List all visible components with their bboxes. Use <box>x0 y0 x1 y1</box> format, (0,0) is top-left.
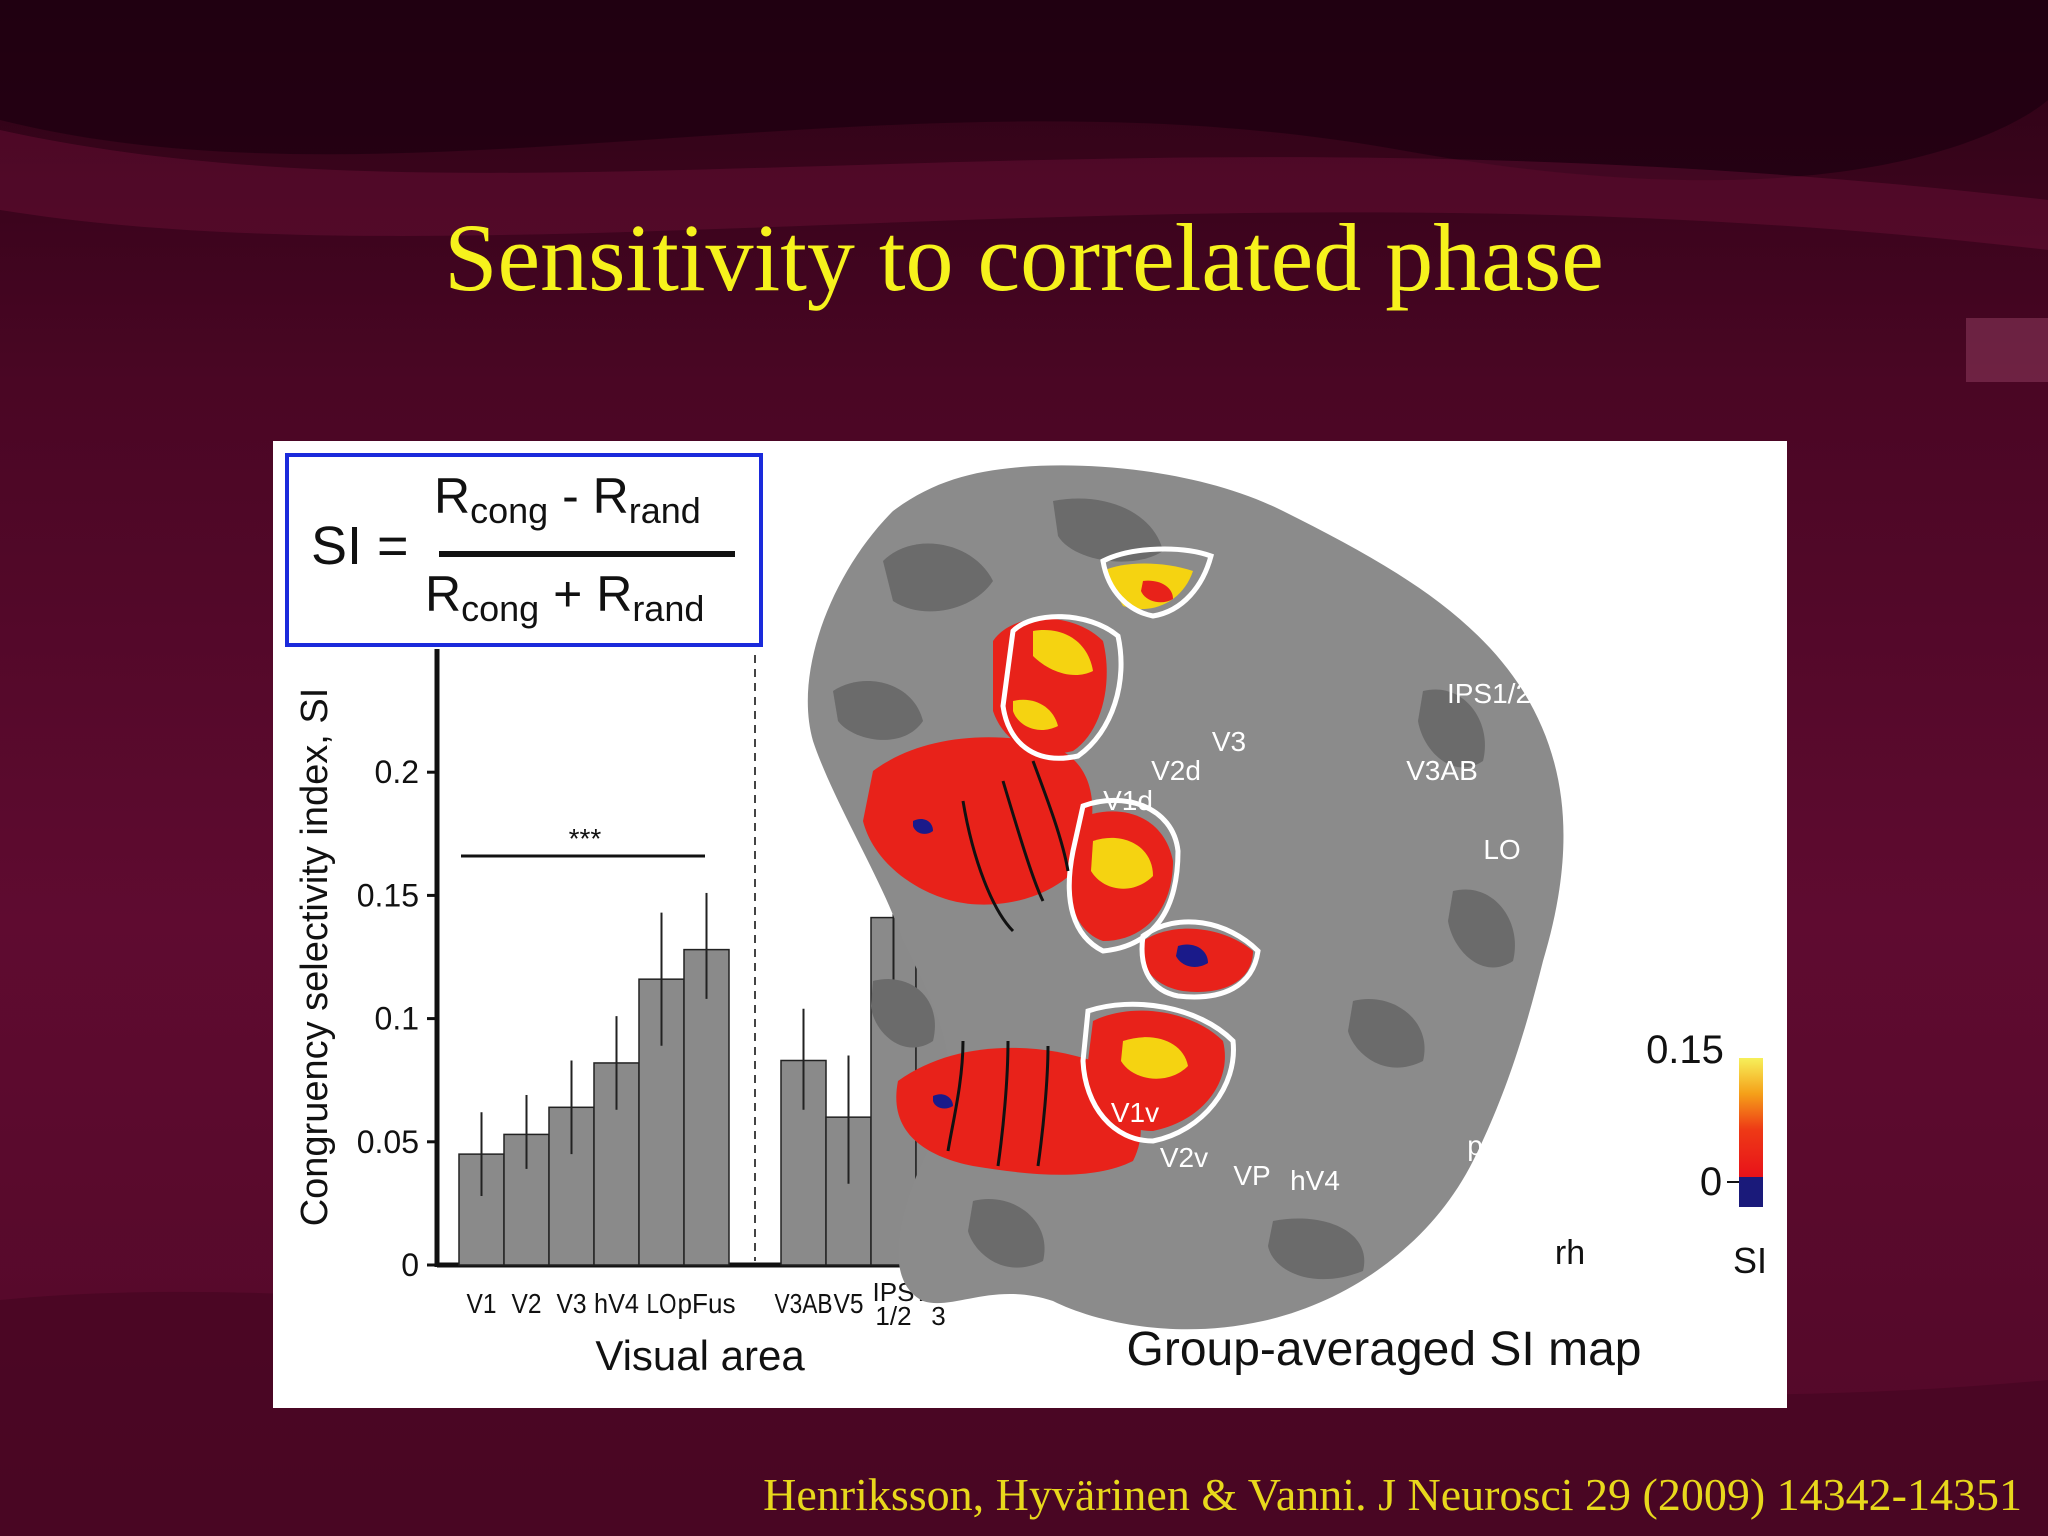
citation: Henriksson, Hyvärinen & Vanni. J Neurosc… <box>763 1469 2022 1520</box>
x-tick-label: V2 <box>512 1288 542 1319</box>
colorbar-min-label: 0 <box>1700 1160 1722 1204</box>
brain-flatmap: IPS3 IPS1/2 V3 V2d V1d V3AB LO V5+ V1v V… <box>807 465 1642 1376</box>
region-outlines <box>1000 546 1261 1144</box>
colorbar-max-label: 0.15 <box>1646 1028 1724 1072</box>
region-label-v2v: V2v <box>1160 1142 1208 1173</box>
x-tick-label: V5 <box>834 1288 864 1319</box>
si-formula-box: SI = Rcong - Rrand Rcong + Rrand <box>285 453 763 647</box>
slide-title: Sensitivity to correlated phase <box>444 204 1604 311</box>
region-label-ips3: IPS3 <box>1503 630 1564 661</box>
formula-den-op: + <box>553 566 583 622</box>
colorbar-gradient <box>1739 1058 1763 1177</box>
formula-num-r1: R <box>434 468 471 524</box>
formula-den-r1: R <box>425 566 462 622</box>
region-label-v1d: V1d <box>1103 785 1153 816</box>
formula-den-r2: R <box>596 566 633 622</box>
x-tick-label-line2: 1/2 <box>875 1301 911 1331</box>
x-tick-label: V3 <box>557 1288 587 1319</box>
y-tick-label: 0 <box>401 1247 419 1283</box>
activation-dorsal <box>863 737 1093 905</box>
x-tick-label-line2: 3 <box>931 1301 945 1331</box>
hemisphere-label: rh <box>1555 1234 1585 1272</box>
activation-ventral <box>896 1047 1141 1175</box>
colorbar-label: SI <box>1733 1240 1767 1281</box>
x-tick-label: V3AB <box>775 1288 833 1319</box>
region-label-v2d: V2d <box>1151 755 1201 786</box>
colorbar-negative <box>1739 1177 1763 1207</box>
region-label-v1v: V1v <box>1111 1097 1159 1128</box>
figure-panel: 0 0.05 0.1 0.15 0.2 Congruency selectivity in… <box>273 441 1787 1408</box>
x-axis-label: Visual area <box>595 1332 805 1379</box>
region-label-vp: VP <box>1233 1160 1270 1191</box>
y-tick-label: 0.05 <box>357 1124 419 1160</box>
sulci-pattern <box>833 498 1515 1280</box>
y-tick-label: 0.2 <box>375 754 419 790</box>
y-tick-label: 0.15 <box>357 877 419 913</box>
formula-fraction-bar <box>439 551 735 557</box>
region-label-v3: V3 <box>1212 726 1246 757</box>
x-tick-label: pFus <box>678 1288 736 1319</box>
formula-den-sub1: cong <box>461 588 540 629</box>
brain-map-title: Group-averaged SI map <box>1127 1323 1642 1376</box>
formula-denominator: Rcong + Rrand <box>425 565 704 630</box>
significance-label: *** <box>569 823 602 854</box>
formula-numerator: Rcong - Rrand <box>434 467 701 532</box>
region-labels: IPS3 IPS1/2 V3 V2d V1d V3AB LO V5+ V1v V… <box>1103 630 1614 1196</box>
region-label-lo: LO <box>1483 834 1520 865</box>
x-tick-label: V1 <box>467 1288 497 1319</box>
formula-num-op: - <box>562 468 579 524</box>
region-label-ips12: IPS1/2 <box>1447 678 1531 709</box>
y-axis-label: Congruency selectivity index, SI <box>294 688 336 1227</box>
activation-map <box>863 563 1253 1175</box>
formula-den-sub2: rand <box>632 588 705 629</box>
region-label-hv4: hV4 <box>1290 1165 1340 1196</box>
area-boundaries <box>946 760 1070 1167</box>
formula-num-r2: R <box>592 468 629 524</box>
formula-num-sub2: rand <box>628 490 701 531</box>
y-tick-label: 0.1 <box>375 1001 419 1037</box>
figure-svg: 0 0.05 0.1 0.15 0.2 Congruency selectivity in… <box>294 465 1767 1379</box>
formula-lhs: SI = <box>311 516 409 576</box>
region-label-v5plus: V5+ <box>1564 955 1615 986</box>
x-tick-label: hV4 <box>594 1288 639 1319</box>
region-label-pfus: pFUS <box>1467 1130 1539 1161</box>
region-label-v3ab: V3AB <box>1406 755 1478 786</box>
colorbar: 0.15 0 SI <box>1646 1028 1767 1281</box>
bar <box>683 948 730 1266</box>
formula-num-sub1: cong <box>470 490 549 531</box>
x-tick-label: LO <box>647 1288 677 1319</box>
